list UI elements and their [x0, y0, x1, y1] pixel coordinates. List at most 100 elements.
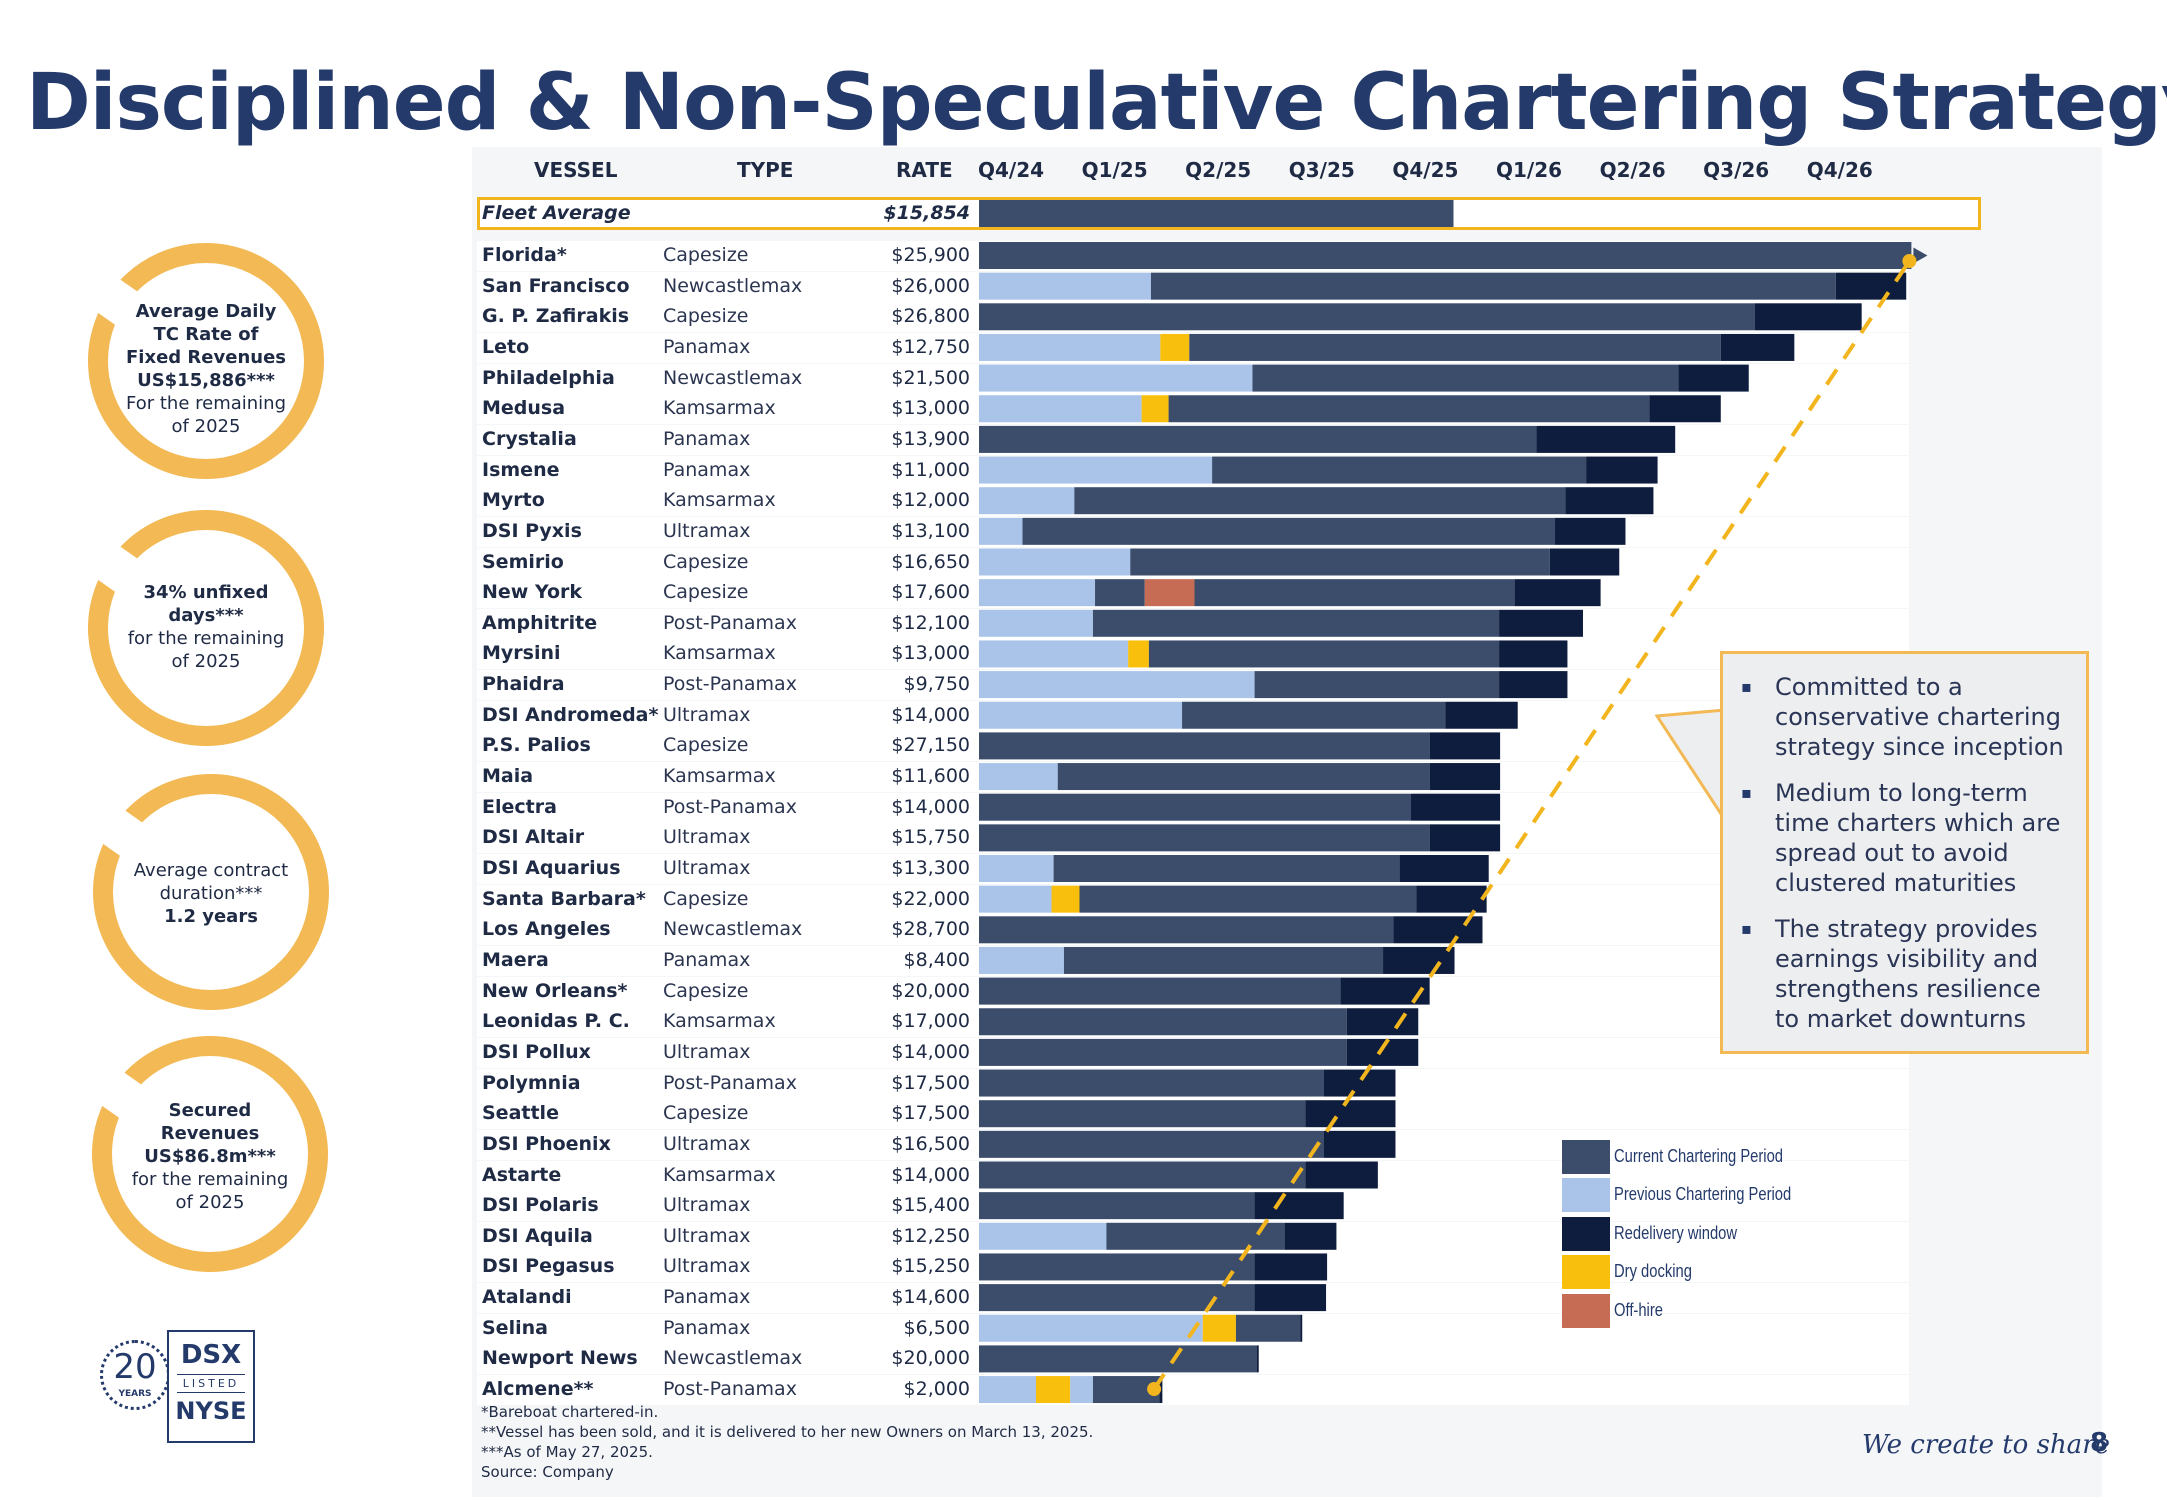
vessel-rate: $8,400: [903, 948, 970, 971]
vessel-type: Panamax: [663, 427, 751, 450]
vessel-type: Capesize: [663, 979, 749, 1002]
vessel-rate: $11,000: [891, 458, 970, 481]
current-period-bar: [979, 1345, 1257, 1373]
previous-period-bar: [979, 272, 1151, 300]
vessel-name: Electra: [482, 795, 557, 818]
vessel-type: Panamax: [663, 335, 751, 358]
vessel-type: Capesize: [663, 244, 749, 266]
current-period-bar: [979, 824, 1430, 852]
type-column-header: TYPE: [737, 158, 794, 182]
redelivery-period-bar: [1254, 1253, 1328, 1281]
vessel-name: Medusa: [482, 397, 566, 420]
current-period-bar: [979, 1069, 1324, 1097]
vessel-type: Capesize: [663, 1102, 749, 1125]
vessel-rate: $20,000: [891, 1347, 970, 1370]
redelivery-period-bar: [1429, 763, 1501, 791]
redelivery-period-bar: [1256, 1345, 1259, 1373]
vessel-rate: $17,500: [891, 1071, 970, 1094]
logo-dsx: DSX: [180, 1340, 242, 1370]
previous-period-bar: [979, 885, 1052, 913]
quarter-header: Q4/26: [1806, 158, 1873, 182]
legend-label: Dry docking: [1614, 1261, 1692, 1281]
fleet-average-label: Fleet Average: [482, 202, 631, 224]
previous-period-bar: [979, 487, 1075, 515]
vessel-rate: $21,500: [891, 366, 970, 389]
current-period-bar: [979, 1192, 1255, 1220]
logo-listed: LISTED: [177, 1374, 245, 1393]
vessel-type: Post-Panamax: [663, 1071, 797, 1094]
previous-period-bar: [979, 946, 1064, 974]
current-period-bar: [979, 1100, 1306, 1128]
vessel-name: Alcmene**: [482, 1378, 594, 1401]
current-period-bar: [1106, 1222, 1285, 1250]
previous-period-bar: [979, 333, 1161, 361]
redelivery-period-bar: [1555, 517, 1626, 545]
vessel-rate: $11,600: [891, 765, 970, 788]
strategy-callout: Committed to a conservative chartering s…: [1720, 651, 2089, 1054]
kpi-line: of 2025: [171, 416, 241, 437]
vessel-type: Kamsarmax: [663, 765, 776, 788]
previous-period-bar: [979, 456, 1213, 484]
fleet-average-bar: [979, 200, 1454, 227]
vessel-rate: $17,000: [891, 1010, 970, 1033]
offhire-period-bar: [1144, 579, 1195, 607]
logo-years-word: YEARS: [118, 1389, 152, 1399]
current-period-bar: [1252, 364, 1679, 392]
current-period-bar: [979, 916, 1394, 944]
vessel-name: DSI Aquila: [482, 1224, 593, 1247]
current-period-bar: [979, 1161, 1306, 1189]
redelivery-period-bar: [1305, 1100, 1396, 1128]
redelivery-period-bar: [1416, 885, 1487, 913]
vessel-type: Kamsarmax: [663, 489, 776, 512]
current-period-bar: [979, 977, 1341, 1005]
kpi-line: 34% unfixed: [143, 582, 269, 603]
vessel-name: Phaidra: [482, 673, 565, 696]
current-period-bar: [979, 1008, 1347, 1036]
vessel-name: DSI Andromeda*: [482, 703, 659, 726]
current-period-bar: [979, 425, 1537, 453]
current-period-bar: [1212, 456, 1587, 484]
vessel-rate: $17,600: [891, 581, 970, 604]
footnote-sold: **Vessel has been sold, and it is delive…: [481, 1423, 1094, 1441]
drydock-period-bar: [1051, 885, 1080, 913]
previous-period-bar: [979, 517, 1023, 545]
trend-line-endpoint: [1902, 254, 1917, 268]
redelivery-period-bar: [1678, 364, 1749, 392]
current-period-bar: [1074, 487, 1566, 515]
vessel-name: Atalandi: [482, 1286, 572, 1309]
previous-period-bar: [979, 855, 1054, 882]
current-period-bar: [979, 303, 1755, 331]
vessel-rate: $13,000: [891, 642, 970, 665]
redelivery-period-bar: [1323, 1130, 1396, 1158]
vessel-name: DSI Pyxis: [482, 519, 582, 542]
logo-nyse: NYSE: [175, 1397, 247, 1425]
vessel-name: Newport News: [482, 1347, 638, 1370]
previous-period-bar: [979, 671, 1255, 699]
current-period-bar: [979, 793, 1412, 821]
vessel-name: Santa Barbara*: [482, 887, 646, 910]
vessel-type: Post-Panamax: [663, 1378, 797, 1401]
vessel-rate: $25,900: [891, 244, 970, 266]
redelivery-period-bar: [1254, 1192, 1344, 1220]
vessel-rate: $17,500: [891, 1102, 970, 1125]
vessel-name: DSI Phoenix: [482, 1132, 611, 1155]
vessel-type: Panamax: [663, 1286, 751, 1309]
kpi-line: Secured: [168, 1100, 252, 1121]
quarter-header: Q2/25: [1185, 158, 1252, 182]
vessel-name: DSI Aquarius: [482, 857, 621, 879]
vessel-type: Ultramax: [663, 1255, 751, 1278]
vessel-name: Florida*: [482, 244, 567, 266]
vessel-name: P.S. Palios: [482, 734, 591, 757]
kpi-line: US$15,886***: [137, 370, 275, 391]
current-period-bar: [1150, 272, 1836, 300]
current-period-bar: [1092, 609, 1500, 637]
vessel-name: DSI Pollux: [482, 1040, 591, 1063]
redelivery-period-bar: [1346, 1008, 1419, 1036]
vessel-rate: $13,900: [891, 427, 970, 450]
vessel-name: Maera: [482, 948, 549, 971]
vessel-type: Ultramax: [663, 1040, 751, 1063]
current-period-bar: [1095, 579, 1145, 607]
kpi-line: Average contract: [133, 860, 289, 881]
vessel-rate: $26,000: [891, 274, 970, 297]
current-period-bar: [1182, 701, 1446, 729]
